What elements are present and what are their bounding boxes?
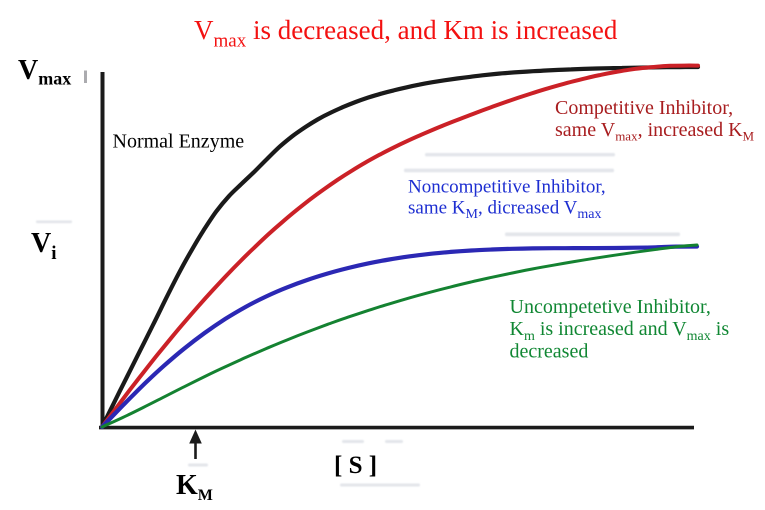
svg-text:Uncompetetive Inhibitor,: Uncompetetive Inhibitor,	[510, 296, 711, 318]
svg-text:Km is increased and Vmax is: Km is increased and Vmax is	[510, 318, 730, 344]
svg-text:Noncompetitive Inhibitor,: Noncompetitive Inhibitor,	[408, 177, 606, 198]
svg-text:same KM, dicreased Vmax: same KM, dicreased Vmax	[408, 198, 601, 223]
svg-text:Competitive Inhibitor,: Competitive Inhibitor,	[555, 97, 733, 119]
svg-text:Normal Enzyme: Normal Enzyme	[113, 131, 245, 153]
svg-text:decreased: decreased	[510, 341, 589, 363]
svg-text:same Vmax, increased KM: same Vmax, increased KM	[555, 119, 755, 144]
svg-text:[ S ]: [ S ]	[334, 452, 377, 479]
